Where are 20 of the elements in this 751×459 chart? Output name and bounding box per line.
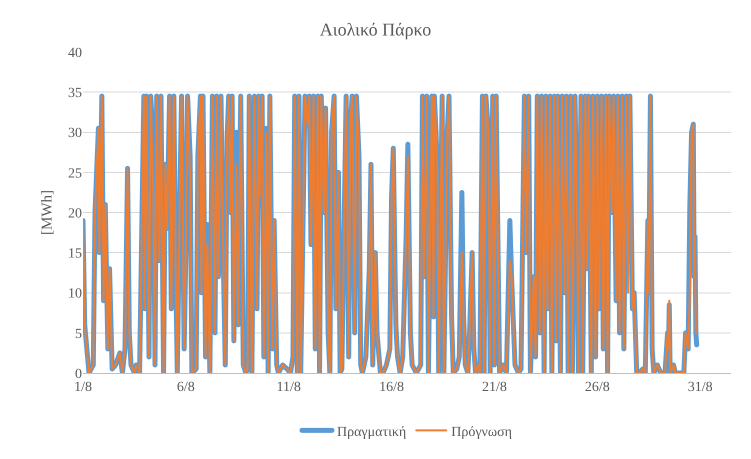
y-tick-label: 25 [68, 166, 82, 182]
x-tick-label: 21/8 [482, 380, 507, 395]
x-tick-label: 11/8 [276, 380, 301, 395]
y-tick-label: 35 [68, 86, 82, 102]
y-tick-label: 30 [68, 126, 82, 142]
y-axis-title: [MWh] [39, 190, 56, 235]
x-tick-label: 26/8 [584, 380, 610, 395]
y-tick-label: 15 [68, 246, 82, 262]
y-tick-label: 10 [68, 286, 82, 302]
x-tick-label: 1/8 [74, 380, 92, 395]
x-tick-label: 16/8 [379, 380, 404, 395]
legend-label: Πρόγνωση [451, 424, 512, 440]
y-tick-label: 0 [75, 366, 82, 382]
y-tick-label: 5 [75, 326, 82, 342]
x-tick-label: 6/8 [176, 380, 195, 395]
y-tick-label: 20 [68, 206, 82, 222]
y-tick-label: 40 [68, 46, 82, 61]
chart-title: Αιολικό Πάρκο [320, 20, 432, 40]
legend-label: Πραγματική [337, 424, 406, 440]
x-tick-label: 31/8 [688, 380, 713, 395]
